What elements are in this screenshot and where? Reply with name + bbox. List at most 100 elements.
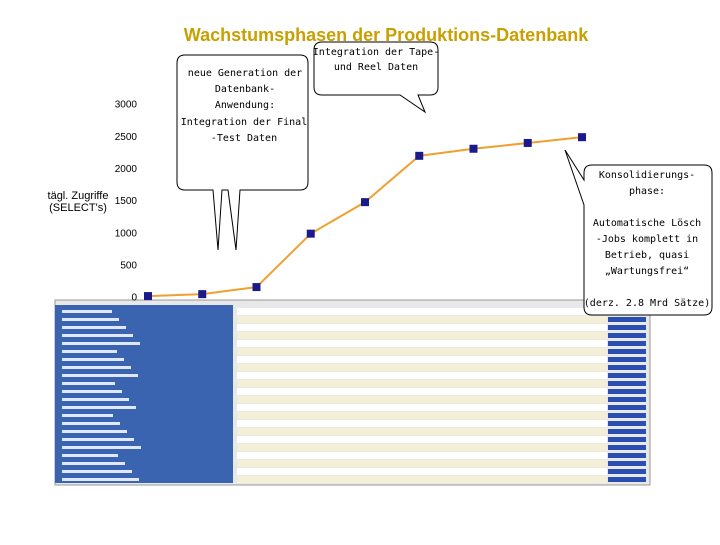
tree-item <box>62 358 124 361</box>
table-row <box>237 308 607 315</box>
data-point <box>252 283 261 292</box>
row-bar <box>608 429 646 434</box>
tree-item <box>62 446 141 449</box>
table-row <box>237 388 607 395</box>
tree-item <box>62 382 115 385</box>
callout-text: „Wartungsfrei“ <box>605 266 689 277</box>
callout-text: und Reel Daten <box>334 62 418 73</box>
row-bar <box>608 373 646 378</box>
tree-item <box>62 374 138 377</box>
table-row <box>237 332 607 339</box>
table-row <box>237 340 607 347</box>
data-point <box>306 229 315 238</box>
callout-text: Integration der Final <box>181 117 307 128</box>
table-row <box>237 444 607 451</box>
data-point <box>198 290 207 299</box>
table-row <box>237 316 607 323</box>
table-row <box>237 372 607 379</box>
tree-item <box>62 470 132 473</box>
callout-text: Datenbank- <box>215 84 275 95</box>
callout-text: Integration der Tape- <box>313 47 439 58</box>
table-row <box>237 420 607 427</box>
tree-item <box>62 430 127 433</box>
tree-item <box>62 438 134 441</box>
row-bar <box>608 389 646 394</box>
y-tick-label: 0 <box>131 293 137 304</box>
row-bar <box>608 341 646 346</box>
table-row <box>237 468 607 475</box>
row-bar <box>608 349 646 354</box>
data-point <box>523 138 532 147</box>
row-bar <box>608 413 646 418</box>
row-bar <box>608 469 646 474</box>
callout-text: -Jobs komplett in <box>596 234 698 245</box>
callout-box <box>564 149 713 316</box>
callout-text: neue Generation der <box>188 68 302 79</box>
callout-text: -Test Daten <box>211 133 277 144</box>
row-bar <box>608 365 646 370</box>
y-tick-label: 1000 <box>115 228 138 239</box>
y-tick-label: 2500 <box>115 132 138 143</box>
y-axis-label: (SELECT's) <box>49 202 107 214</box>
callout-text: (derz. 2.8 Mrd Sätze) <box>584 298 710 309</box>
data-point <box>361 198 369 207</box>
row-bar <box>608 421 646 426</box>
tree-item <box>62 334 133 337</box>
row-bar <box>608 317 646 322</box>
tree-item <box>62 414 113 417</box>
callout-box <box>313 41 439 114</box>
row-bar <box>608 477 646 482</box>
data-point <box>469 144 478 153</box>
tree-item <box>62 350 117 353</box>
table-row <box>237 324 607 331</box>
row-bar <box>608 461 646 466</box>
table-row <box>237 460 607 467</box>
callout-text: Anwendung: <box>215 100 275 111</box>
table-row <box>237 436 607 443</box>
row-bar <box>608 445 646 450</box>
tree-item <box>62 462 125 465</box>
tree-item <box>62 406 136 409</box>
table-row <box>237 380 607 387</box>
table-row <box>237 412 607 419</box>
row-bar <box>608 333 646 338</box>
table-row <box>237 428 607 435</box>
callout-text: Betrieb, quasi <box>605 250 689 261</box>
tree-item <box>62 326 126 329</box>
y-axis-label: tägl. Zugriffe <box>48 190 109 202</box>
tree-item <box>62 390 122 393</box>
callout-text: Konsolidierungs- <box>599 170 695 181</box>
row-bar <box>608 325 646 330</box>
tree-item <box>62 398 129 401</box>
y-tick-label: 3000 <box>115 100 138 111</box>
tree-item <box>62 422 120 425</box>
table-row <box>237 476 607 483</box>
callout-text: Automatische Lösch <box>593 218 701 229</box>
data-point <box>144 292 152 301</box>
y-tick-label: 2000 <box>115 164 138 175</box>
row-bar <box>608 437 646 442</box>
row-bar <box>608 453 646 458</box>
row-bar <box>608 357 646 362</box>
row-bar <box>608 405 646 410</box>
tree-item <box>62 318 119 321</box>
data-point <box>578 133 586 142</box>
data-point <box>415 151 424 160</box>
chart-title: Wachstumsphasen der Produktions-Datenban… <box>184 25 589 45</box>
table-row <box>237 396 607 403</box>
callouts <box>176 41 713 316</box>
tree-item <box>62 478 139 481</box>
database-screenshot <box>54 299 651 486</box>
table-row <box>237 364 607 371</box>
tree-item <box>62 454 118 457</box>
row-bar <box>608 381 646 386</box>
tree-item <box>62 310 112 313</box>
y-tick-label: 1500 <box>115 196 138 207</box>
callout-text: phase: <box>629 186 665 197</box>
y-tick-label: 500 <box>120 260 137 271</box>
tree-item <box>62 366 131 369</box>
table-row <box>237 404 607 411</box>
table-row <box>237 356 607 363</box>
